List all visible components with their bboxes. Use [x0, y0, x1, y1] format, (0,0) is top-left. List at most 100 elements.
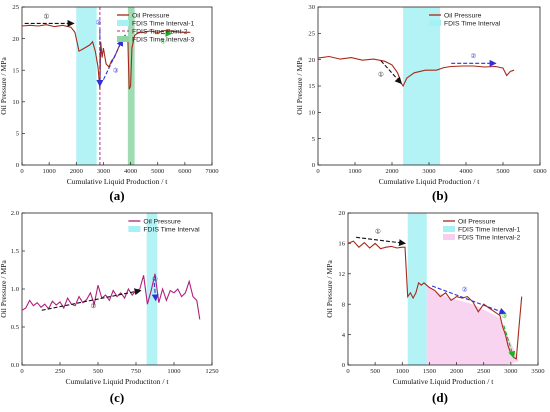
x-tick-label: 0: [20, 368, 24, 375]
x-tick-label: 6000: [178, 168, 192, 175]
x-tick-label: 3000: [97, 168, 111, 175]
y-tick-label: 20: [308, 57, 315, 64]
panel-label: (a): [109, 188, 124, 203]
oil-pressure-line: [21, 273, 201, 320]
panel-label: (d): [432, 390, 448, 405]
fdis-band-2: [426, 285, 519, 365]
legend-entry: FDIS Time Interval-3: [132, 36, 195, 43]
y-tick-label: 5: [312, 136, 316, 143]
x-tick-label: 2000: [70, 168, 84, 175]
x-tick-label: 500: [370, 368, 381, 375]
legend-entry: FDIS Time Interval: [444, 20, 501, 27]
fdis-band: [127, 7, 135, 165]
annotation-number: ①: [91, 302, 97, 310]
panel-c: 0 250 500 750 1000 1250 0.0 0.5 1.0 1.5 2.0 Cumulat…: [0, 210, 219, 405]
legend-entry: FDIS Time Interval: [143, 226, 200, 233]
legend-entry: Oil Pressure: [444, 12, 482, 19]
annotation-number: ③: [113, 67, 119, 75]
x-axis-title: Cumulative Liquid Productiton / t: [66, 377, 170, 386]
x-tick-label: 5000: [496, 168, 510, 175]
annotation-number: ②: [152, 275, 158, 283]
y-tick-label: 10: [12, 99, 19, 106]
annotation-arrow: [503, 325, 516, 359]
legend-entry: Oil Pressure: [132, 12, 170, 19]
y-tick-label: 30: [308, 4, 315, 11]
y-tick-label: 16: [338, 241, 345, 248]
legend-swatch: [443, 226, 455, 232]
x-tick-label: 6000: [533, 168, 547, 175]
x-axis-title: Cumulative Liquid Production / t: [67, 177, 169, 186]
y-tick-label: 8: [342, 301, 346, 308]
x-tick-label: 1250: [205, 368, 219, 375]
legend-entry: FDIS Time Interval-2: [458, 234, 521, 241]
x-tick-label: 1500: [423, 368, 437, 375]
y-tick-label: 10: [308, 110, 315, 117]
legend-entry: FDIS Time Interval-1: [458, 226, 521, 233]
x-tick-label: 500: [93, 368, 104, 375]
annotation-number: ③: [501, 312, 507, 320]
y-tick-label: 0: [16, 162, 20, 169]
legend-entry: Oil Pressure: [143, 218, 181, 225]
annotation-arrow: [102, 38, 124, 80]
y-tick-label: 25: [308, 31, 315, 38]
annotation-number: ②: [462, 286, 468, 294]
plot-frame: [21, 212, 213, 366]
y-tick-label: 0: [342, 362, 346, 369]
panel-b: 0 1000 2000 3000 4000 5000 6000 0 5 10 15 20 25 30 Cum…: [295, 4, 547, 203]
annotation-number: ④: [160, 38, 166, 46]
annotation-number: ①: [44, 12, 50, 20]
x-tick-label: 250: [55, 368, 66, 375]
x-tick-label: 5000: [151, 168, 165, 175]
y-tick-label: 1.5: [11, 248, 20, 255]
annotation-number: ①: [375, 228, 381, 236]
legend-entry: FDIS Time Point-2: [132, 28, 188, 35]
legend-entry: FDIS Time Interval-1: [132, 20, 195, 27]
y-tick-label: 20: [12, 36, 19, 43]
x-tick-label: 4000: [459, 168, 473, 175]
panel-label: (c): [110, 390, 124, 405]
x-tick-label: 3000: [504, 368, 518, 375]
x-tick-label: 0: [316, 168, 320, 175]
y-tick-label: 5: [16, 131, 20, 138]
annotation-arrow: [151, 282, 159, 302]
legend-swatch: [117, 20, 129, 26]
y-tick-label: 15: [308, 83, 315, 90]
y-tick-label: 0.0: [11, 362, 20, 369]
y-tick-label: 25: [12, 4, 19, 11]
x-axis-title: Cumulative Liquid Production / t: [393, 377, 495, 386]
annotation-arrow: [380, 60, 402, 85]
y-axis-title: Oil Pressure / MPa: [295, 57, 304, 115]
annotation-arrow: [431, 285, 507, 315]
legend-swatch: [443, 234, 455, 240]
fdis-band: [76, 7, 97, 165]
legend-swatch: [117, 36, 129, 42]
x-tick-label: 2500: [477, 368, 491, 375]
y-tick-label: 0.5: [11, 324, 20, 331]
annotation-arrow: [41, 288, 142, 311]
fdis-band: [403, 7, 441, 165]
x-tick-label: 7000: [205, 168, 219, 175]
annotation-arrow: [356, 236, 406, 247]
y-tick-label: 1.0: [11, 286, 20, 293]
panel-d: 0 500 1000 1500 2000 2500 3000 3500 0 4 8 12 16 20 Cum…: [325, 210, 545, 405]
x-tick-label: 2000: [385, 168, 399, 175]
annotation-number: ①: [378, 70, 384, 78]
y-tick-label: 15: [12, 67, 19, 74]
y-tick-label: 12: [338, 271, 345, 278]
legend-swatch: [429, 20, 441, 26]
x-tick-label: 1000: [43, 168, 57, 175]
y-tick-label: 20: [338, 210, 345, 217]
y-tick-label: 4: [342, 332, 346, 339]
x-tick-label: 3000: [422, 168, 436, 175]
oil-pressure-line: [347, 240, 523, 360]
x-tick-label: 1000: [396, 368, 410, 375]
y-axis-title: Oil Pressure / MPa: [0, 57, 8, 115]
x-tick-label: 2000: [450, 368, 464, 375]
legend-swatch: [128, 226, 141, 232]
panel-label: (b): [432, 188, 448, 203]
x-tick-label: 750: [131, 368, 142, 375]
annotation-number: ②: [96, 19, 102, 27]
y-tick-label: 0: [312, 162, 316, 169]
